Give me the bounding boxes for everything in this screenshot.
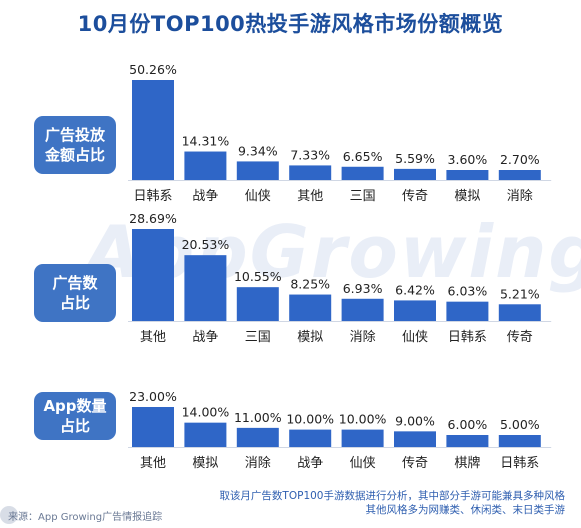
bar: [446, 170, 489, 180]
value-label: 6.03%: [448, 284, 488, 299]
value-label: 14.00%: [182, 405, 230, 420]
bar: [236, 287, 279, 321]
category-label: 战争: [192, 189, 218, 204]
bar: [184, 422, 227, 447]
category-label: 传奇: [402, 455, 428, 471]
bar: [184, 255, 227, 321]
value-label: 23.00%: [129, 389, 177, 404]
bar: [498, 170, 541, 180]
category-label: 传奇: [507, 329, 533, 345]
category-label: 战争: [192, 330, 218, 345]
bar: [341, 298, 384, 321]
value-label: 6.00%: [448, 417, 488, 432]
bar: [236, 427, 279, 447]
category-label: 仙侠: [402, 330, 428, 345]
bar: [446, 301, 489, 321]
bar: [132, 229, 174, 321]
bar: [132, 80, 174, 180]
value-label: 6.42%: [395, 282, 435, 297]
category-label: 传奇: [402, 188, 428, 204]
value-label: 10.55%: [234, 269, 282, 284]
value-label: 20.53%: [182, 237, 230, 252]
bar: [184, 151, 227, 180]
category-label: 其他: [297, 189, 323, 204]
value-label: 2.70%: [500, 152, 540, 167]
value-label: 11.00%: [234, 410, 282, 425]
value-label: 5.00%: [500, 417, 540, 432]
category-label: 三国: [245, 330, 271, 345]
category-label: 模拟: [297, 330, 323, 345]
source-note: 来源：App Growing广告情报追踪: [8, 512, 163, 523]
page-title: 10月份TOP100热投手游风格市场份额概览: [77, 12, 504, 36]
section-label-ad-spend: 广告投放 金额占比: [34, 116, 116, 174]
bar: [236, 161, 279, 180]
bar: [289, 294, 332, 321]
section-label-text: 广告投放 金额占比: [44, 126, 105, 164]
value-label: 5.21%: [500, 286, 540, 301]
bar: [341, 429, 384, 447]
value-label: 10.00%: [339, 412, 387, 427]
bar: [394, 300, 436, 321]
footnote-line-1: 取该月广告数TOP100手游数据进行分析，其中部分手游可能兼具多种风格: [219, 490, 565, 502]
value-label: 6.93%: [343, 281, 383, 296]
bar: [289, 165, 332, 180]
bar: [394, 168, 436, 180]
value-label: 8.25%: [290, 277, 330, 292]
value-label: 50.26%: [129, 62, 177, 77]
category-label: 日韩系: [500, 456, 539, 471]
category-label: 战争: [297, 456, 323, 471]
category-label: 仙侠: [245, 189, 271, 204]
bar: [132, 407, 174, 447]
section-label-ad-count: 广告数 占比: [34, 264, 116, 322]
category-label: 仙侠: [350, 456, 376, 471]
value-label: 6.65%: [343, 149, 383, 164]
bar: [289, 429, 332, 447]
category-label: 消除: [245, 456, 271, 471]
value-label: 3.60%: [448, 152, 488, 167]
category-label: 其他: [140, 456, 166, 471]
section-label-text: 广告数 占比: [52, 274, 98, 312]
category-label: 日韩系: [448, 330, 487, 345]
category-label: 模拟: [454, 189, 480, 204]
category-label: 日韩系: [133, 189, 172, 204]
section-label-text: App数量 占比: [43, 397, 107, 435]
category-label: 消除: [350, 330, 376, 345]
section-label-app-count: App数量 占比: [34, 392, 116, 440]
logo-icon: [0, 506, 18, 524]
category-label: 三国: [350, 189, 376, 204]
value-label: 10.00%: [286, 412, 334, 427]
footnote: 取该月广告数TOP100手游数据进行分析，其中部分手游可能兼具多种风格 其他风格…: [185, 489, 565, 517]
bar: [498, 435, 541, 447]
bar: [394, 431, 436, 447]
category-label: 模拟: [192, 456, 218, 471]
value-label: 14.31%: [182, 134, 230, 149]
value-label: 28.69%: [129, 211, 177, 226]
footnote-line-2: 其他风格多为网赚类、休闲类、末日类手游: [365, 504, 566, 516]
category-label: 消除: [507, 189, 533, 204]
category-label: 棋牌: [454, 455, 480, 471]
value-label: 9.00%: [395, 413, 435, 428]
bar: [498, 304, 541, 321]
value-label: 7.33%: [290, 147, 330, 162]
category-label: 其他: [140, 330, 166, 345]
value-label: 9.34%: [238, 143, 278, 158]
bar: [446, 435, 489, 447]
bar: [341, 166, 384, 180]
value-label: 5.59%: [395, 151, 435, 166]
